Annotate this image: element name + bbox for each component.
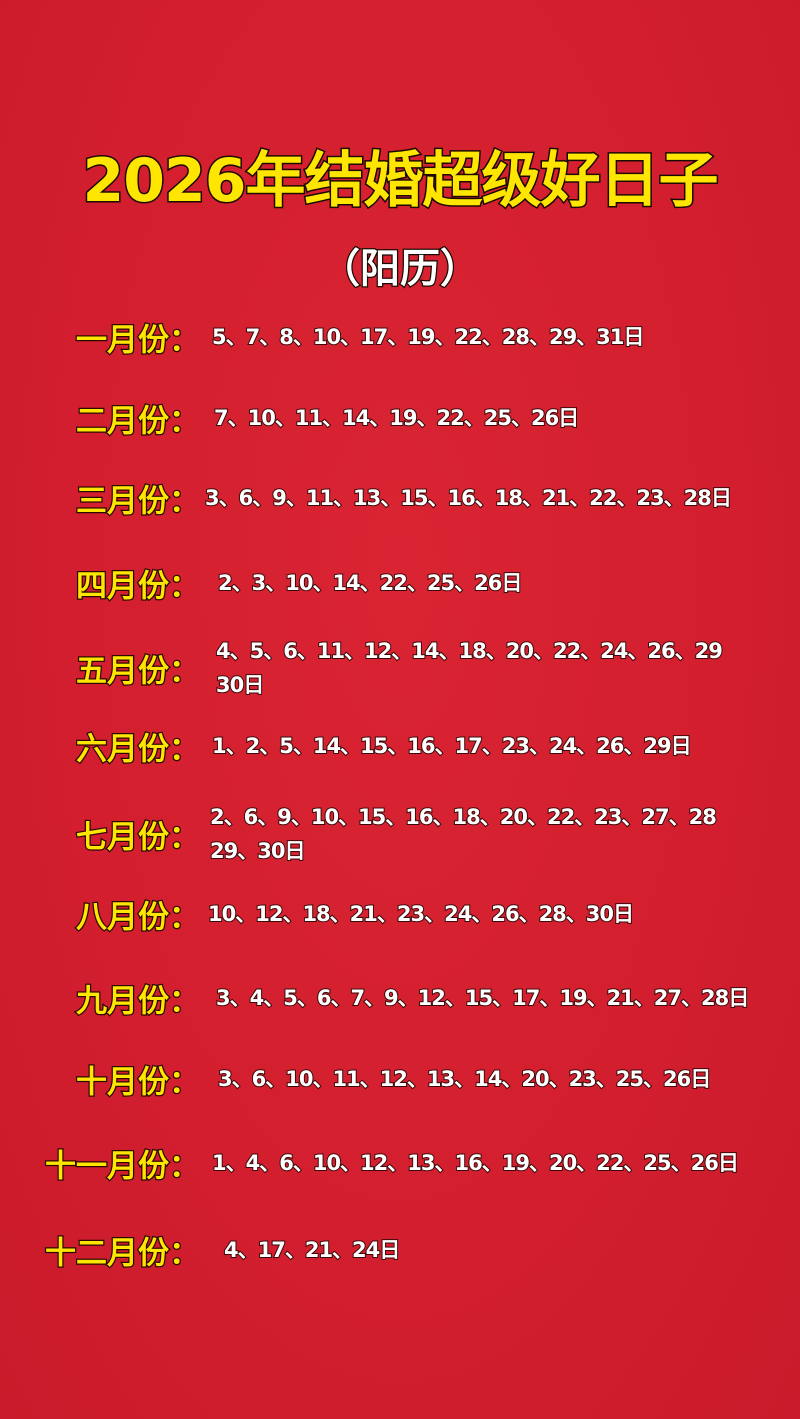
month-dates: 1、4、6、10、12、13、16、19、20、22、25、26日 bbox=[211, 1146, 740, 1180]
dates-line: 2、3、10、14、22、25、26日 bbox=[217, 570, 523, 596]
month-dates: 4、17、21、24日 bbox=[223, 1233, 401, 1267]
month-label: 四月份： bbox=[75, 567, 202, 606]
month-dates: 5、7、8、10、17、19、22、28、29、31日 bbox=[211, 320, 645, 354]
month-dates: 3、4、5、6、7、9、12、15、17、19、21、27、28日 bbox=[215, 981, 750, 1015]
month-label: 二月份： bbox=[75, 402, 202, 441]
month-label: 十月份： bbox=[75, 1063, 202, 1102]
dates-line: 4、5、6、11、12、14、18、20、22、24、26、29 bbox=[215, 638, 724, 664]
month-label: 六月份： bbox=[75, 730, 202, 769]
poster-title: 2026年结婚超级好日子 bbox=[81, 145, 720, 218]
dates-line: 3、6、9、11、13、15、16、18、21、22、23、28日 bbox=[204, 485, 733, 511]
dates-line: 2、6、9、10、15、16、18、20、22、23、27、28 bbox=[209, 804, 718, 830]
month-dates: 2、3、10、14、22、25、26日 bbox=[217, 566, 523, 600]
dates-line: 1、2、5、14、15、16、17、23、24、26、29日 bbox=[211, 733, 693, 759]
month-dates: 7、10、11、14、19、22、25、26日 bbox=[213, 401, 580, 435]
dates-line: 7、10、11、14、19、22、25、26日 bbox=[213, 405, 580, 431]
dates-line: 1、4、6、10、12、13、16、19、20、22、25、26日 bbox=[211, 1150, 740, 1176]
dates-line: 3、6、10、11、12、13、14、20、23、25、26日 bbox=[217, 1066, 712, 1092]
month-label: 八月份： bbox=[75, 898, 202, 937]
month-label: 十一月份： bbox=[44, 1147, 202, 1186]
dates-line: 5、7、8、10、17、19、22、28、29、31日 bbox=[211, 324, 645, 350]
month-label: 五月份： bbox=[75, 652, 202, 691]
month-dates: 3、6、9、11、13、15、16、18、21、22、23、28日 bbox=[204, 481, 733, 515]
month-dates: 10、12、18、21、23、24、26、28、30日 bbox=[207, 897, 635, 931]
month-dates: 2、6、9、10、15、16、18、20、22、23、27、28 29、30日 bbox=[209, 800, 718, 868]
month-label: 七月份： bbox=[75, 818, 202, 857]
dates-line: 4、17、21、24日 bbox=[223, 1237, 401, 1263]
month-label: 三月份： bbox=[75, 482, 202, 521]
dates-line: 29、30日 bbox=[209, 838, 306, 864]
month-label: 十二月份： bbox=[44, 1234, 202, 1273]
month-dates: 4、5、6、11、12、14、18、20、22、24、26、29 30日 bbox=[215, 634, 724, 702]
dates-line: 30日 bbox=[215, 672, 265, 698]
month-label: 一月份： bbox=[75, 321, 202, 360]
dates-line: 10、12、18、21、23、24、26、28、30日 bbox=[207, 901, 635, 927]
month-dates: 1、2、5、14、15、16、17、23、24、26、29日 bbox=[211, 729, 693, 763]
dates-line: 3、4、5、6、7、9、12、15、17、19、21、27、28日 bbox=[215, 985, 750, 1011]
poster-subtitle: （阳历） bbox=[319, 245, 482, 294]
month-dates: 3、6、10、11、12、13、14、20、23、25、26日 bbox=[217, 1062, 712, 1096]
month-label: 九月份： bbox=[75, 982, 202, 1021]
